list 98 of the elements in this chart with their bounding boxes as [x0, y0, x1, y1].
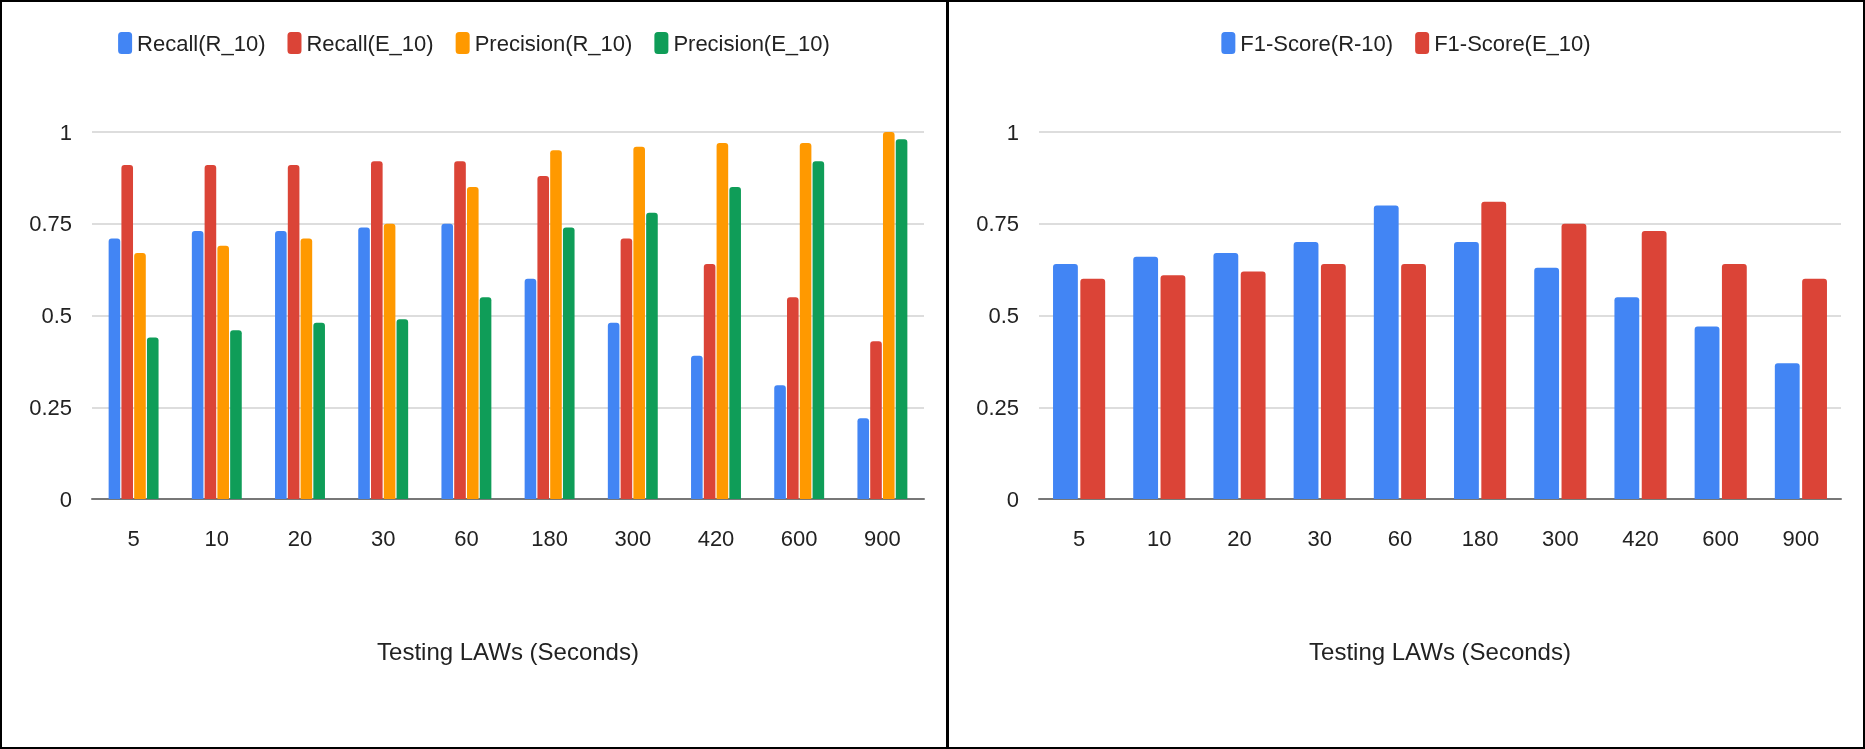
bar: [716, 143, 729, 499]
bar: [383, 223, 396, 499]
bar: [691, 355, 703, 499]
bar: [230, 330, 242, 499]
legend-label: Recall(R_10): [137, 30, 266, 56]
bar: [633, 146, 645, 499]
legend-label: F1-Score(R-10): [1240, 30, 1394, 56]
y-tick-label: 1: [59, 119, 72, 145]
bar: [1133, 256, 1159, 499]
legend-label: F1-Score(E_10): [1434, 30, 1591, 56]
bar: [1454, 242, 1479, 499]
bar: [607, 322, 620, 499]
y-tick-label: 0.25: [29, 394, 72, 420]
bar: [799, 143, 812, 499]
bar: [121, 165, 134, 499]
bar: [1641, 231, 1667, 499]
bar: [1053, 264, 1078, 499]
bar: [620, 238, 633, 499]
bar: [812, 161, 825, 499]
bar: [1293, 242, 1319, 499]
bar: [371, 161, 383, 499]
bar: [774, 385, 786, 499]
x-tick-label: 10: [1147, 525, 1172, 551]
bar: [358, 227, 370, 499]
bar: [524, 278, 537, 499]
bar: [134, 253, 146, 499]
y-tick-label: 0.5: [41, 303, 72, 328]
legend-label: Precision(R_10): [474, 30, 633, 56]
bar: [108, 238, 121, 499]
x-axis-title: Testing LAWs (Seconds): [1309, 637, 1571, 665]
bar: [1534, 267, 1560, 499]
bar: [562, 227, 575, 499]
bar: [1080, 278, 1106, 499]
bar: [1373, 205, 1399, 499]
bar: [466, 187, 479, 499]
bar: [857, 418, 870, 499]
bar: [275, 231, 287, 499]
x-tick-label: 300: [614, 525, 652, 551]
bar: [1774, 363, 1800, 499]
x-tick-label: 180: [1461, 525, 1499, 551]
bar: [1240, 271, 1266, 499]
bar: [313, 322, 325, 499]
x-tick-label: 900: [1782, 525, 1820, 551]
x-tick-label: 600: [1702, 525, 1740, 551]
bar: [1160, 275, 1186, 499]
bar: [1694, 326, 1720, 499]
bar: [441, 223, 454, 499]
bar: [300, 238, 313, 499]
bar: [1320, 264, 1346, 499]
bar: [537, 176, 550, 499]
x-tick-label: 300: [1541, 525, 1579, 551]
bar: [146, 337, 159, 499]
y-tick-label: 0.5: [988, 303, 1019, 328]
y-tick-label: 0: [1006, 486, 1019, 512]
bar: [646, 212, 658, 499]
y-tick-label: 0.75: [29, 211, 72, 237]
bar: [1561, 223, 1587, 499]
bar: [1401, 264, 1426, 499]
x-tick-label: 10: [204, 525, 230, 551]
bar: [1481, 201, 1507, 499]
bar: [396, 319, 409, 499]
bar: [217, 245, 229, 499]
x-tick-label: 20: [287, 525, 313, 551]
x-axis-title: Testing LAWs (Seconds): [377, 637, 639, 665]
x-tick-label: 60: [454, 525, 479, 551]
x-tick-label: 180: [531, 525, 568, 551]
y-tick-label: 0.75: [976, 211, 1019, 237]
bar: [479, 297, 492, 499]
x-tick-label: 600: [780, 525, 818, 551]
x-tick-label: 20: [1227, 525, 1252, 551]
x-tick-label: 5: [127, 525, 140, 551]
bar: [870, 341, 882, 499]
x-tick-label: 420: [697, 525, 735, 551]
y-tick-label: 0.25: [976, 394, 1019, 420]
y-tick-label: 1: [1006, 119, 1019, 145]
bar: [787, 297, 799, 499]
x-tick-label: 900: [864, 525, 901, 551]
x-tick-label: 420: [1622, 525, 1659, 551]
x-tick-label: 30: [370, 525, 396, 551]
bar: [287, 165, 300, 499]
bar: [882, 132, 895, 499]
x-tick-label: 5: [1072, 525, 1086, 551]
bar: [204, 165, 217, 499]
bar: [1213, 253, 1239, 499]
bar: [729, 187, 741, 499]
bar: [703, 264, 716, 499]
bar: [1802, 278, 1827, 499]
bar: [1614, 297, 1640, 499]
bar: [191, 231, 204, 499]
bar: [895, 139, 908, 499]
bar: [1721, 264, 1747, 499]
bar: [454, 161, 466, 499]
x-tick-label: 30: [1307, 525, 1332, 551]
bar: [550, 150, 562, 499]
legend-label: Precision(E_10): [673, 30, 830, 56]
y-tick-label: 0: [59, 486, 72, 512]
legend-label: Recall(E_10): [306, 30, 434, 56]
x-tick-label: 60: [1387, 525, 1413, 551]
